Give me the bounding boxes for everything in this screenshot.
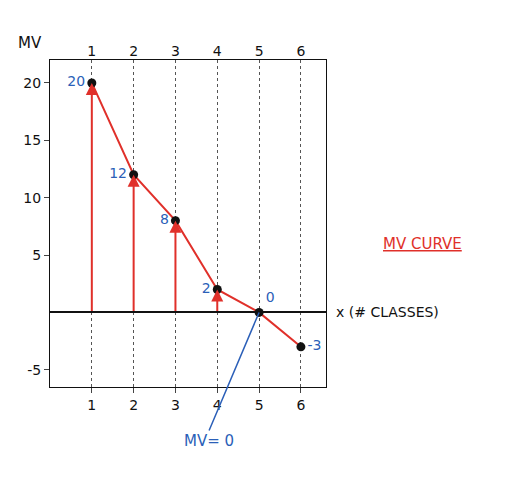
svg-text:20: 20 bbox=[67, 73, 85, 89]
svg-text:10: 10 bbox=[23, 190, 41, 206]
svg-text:4: 4 bbox=[213, 397, 222, 413]
svg-text:20: 20 bbox=[23, 75, 41, 91]
svg-text:5: 5 bbox=[32, 247, 41, 263]
svg-text:5: 5 bbox=[255, 397, 264, 413]
svg-text:2: 2 bbox=[129, 43, 138, 59]
svg-text:5: 5 bbox=[255, 43, 264, 59]
svg-text:x (# CLASSES): x (# CLASSES) bbox=[336, 304, 439, 320]
svg-text:MV= 0: MV= 0 bbox=[184, 432, 234, 450]
svg-text:-5: -5 bbox=[27, 362, 41, 378]
svg-text:2: 2 bbox=[129, 397, 138, 413]
svg-text:6: 6 bbox=[296, 43, 305, 59]
svg-text:1: 1 bbox=[87, 43, 96, 59]
svg-text:4: 4 bbox=[213, 43, 222, 59]
svg-text:2: 2 bbox=[202, 280, 211, 296]
svg-text:12: 12 bbox=[109, 165, 127, 181]
svg-text:6: 6 bbox=[296, 397, 305, 413]
svg-text:1: 1 bbox=[87, 397, 96, 413]
svg-text:15: 15 bbox=[23, 132, 41, 148]
svg-text:3: 3 bbox=[171, 397, 180, 413]
svg-text:MV CURVE: MV CURVE bbox=[383, 235, 462, 253]
svg-text:3: 3 bbox=[171, 43, 180, 59]
svg-text:-3: -3 bbox=[308, 337, 322, 353]
svg-text:0: 0 bbox=[266, 289, 275, 305]
svg-text:MV: MV bbox=[18, 34, 42, 52]
svg-text:8: 8 bbox=[160, 211, 169, 227]
